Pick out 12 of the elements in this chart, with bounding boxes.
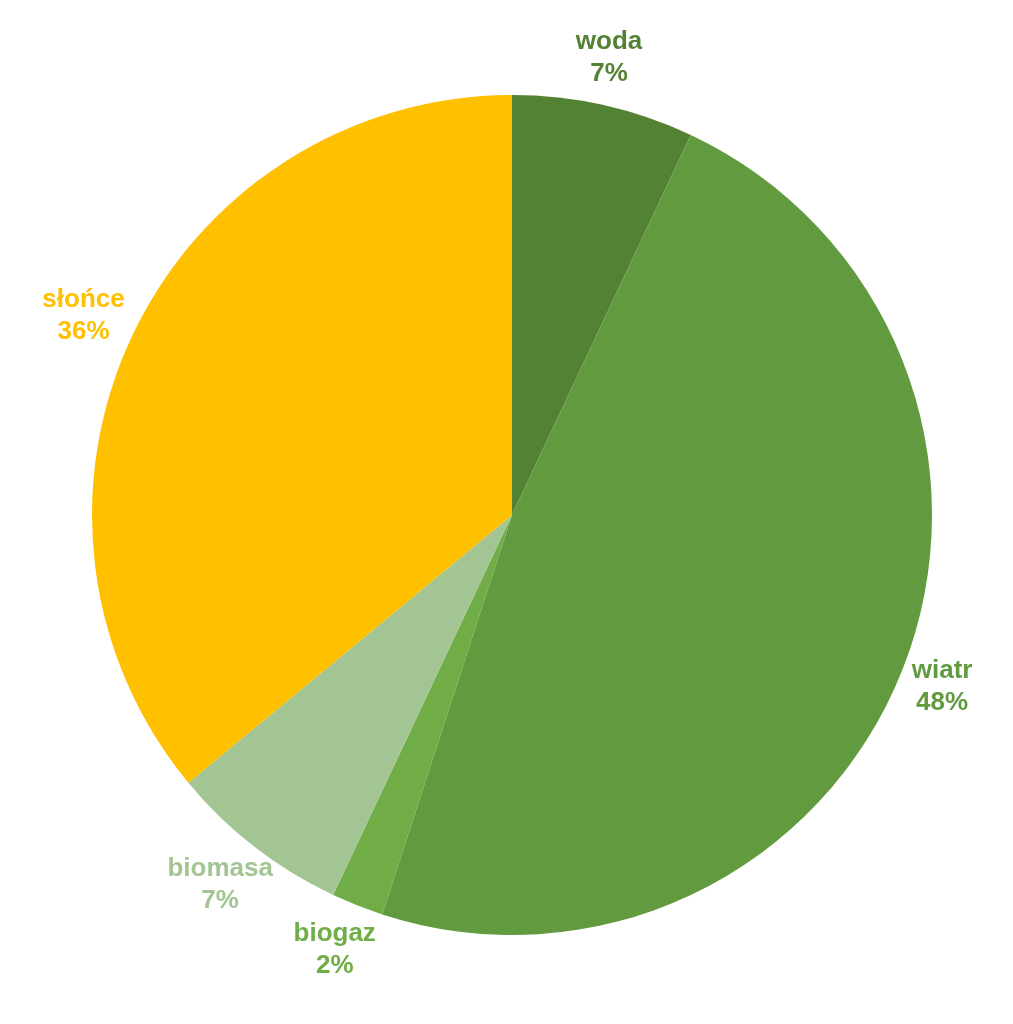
data-label: 48% <box>916 686 969 717</box>
data-label: 7% <box>590 57 628 88</box>
data-label: 36% <box>57 314 110 345</box>
slice-label: wiatr <box>910 654 973 685</box>
data-label: 7% <box>201 883 239 914</box>
slice-label: biogaz <box>293 917 376 948</box>
pie-slice <box>512 95 691 515</box>
data-label: 2% <box>315 949 354 980</box>
slice-label: woda <box>574 25 643 56</box>
pie-slice <box>333 515 512 915</box>
slice-label: biomasa <box>167 851 274 882</box>
slice-label: słońce <box>42 282 125 313</box>
